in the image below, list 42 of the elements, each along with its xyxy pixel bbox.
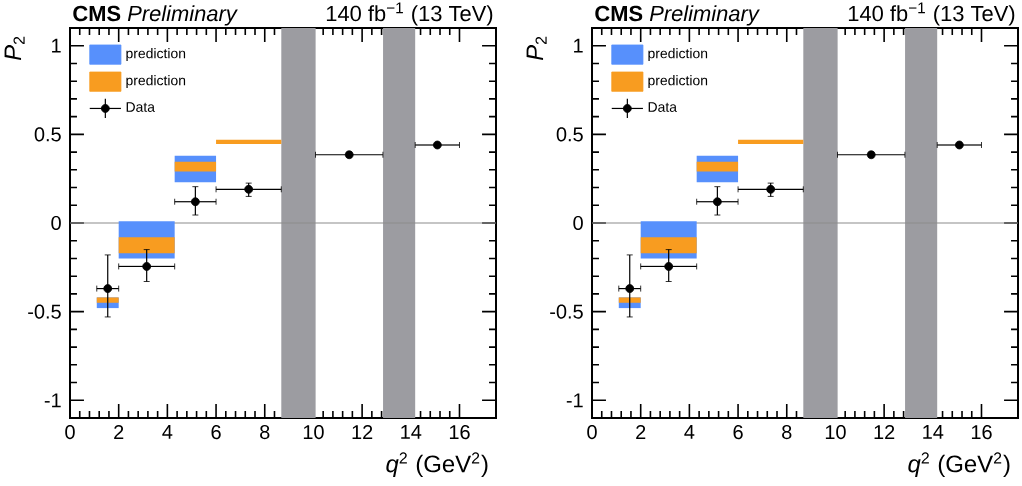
x-tick-label: 10 <box>303 425 324 440</box>
y-axis-title: P$_{2}$ <box>4 36 25 61</box>
y-tick-label: -0.5 <box>550 304 583 319</box>
y-axis-title: P$_{2}$ <box>526 36 547 61</box>
y-tick-label: -0.5 <box>28 304 61 319</box>
legend-label: prediction <box>126 48 186 62</box>
legend-label: Data <box>126 102 155 112</box>
chart-title: CMS Preliminary <box>73 5 238 26</box>
legend-label: prediction <box>648 48 708 62</box>
y-tick-label: 1 <box>52 38 61 53</box>
legend-label: prediction <box>126 75 186 89</box>
chart-subtitle: 140 fb$^{−1}$ (13 TeV) <box>326 2 493 26</box>
chart-subtitle: 140 fb$^{−1}$ (13 TeV) <box>848 2 1015 26</box>
y-tick-label: 0.5 <box>34 127 61 142</box>
x-tick-label: 2 <box>636 425 646 439</box>
x-tick-label: 4 <box>162 425 173 439</box>
y-tick-label: -1 <box>566 393 583 408</box>
x-tick-label: 8 <box>260 425 270 440</box>
chart-title: CMS Preliminary <box>595 5 760 26</box>
x-tick-label: 0 <box>65 425 75 440</box>
y-tick-label: 0 <box>573 215 583 231</box>
y-tick-label: 0 <box>51 215 61 231</box>
x-tick-label: 0 <box>587 425 597 440</box>
x-tick-label: 6 <box>211 425 221 440</box>
x-tick-label: 8 <box>782 425 792 440</box>
x-tick-label: 12 <box>352 425 373 439</box>
x-tick-label: 10 <box>825 425 846 440</box>
legend-label: prediction <box>648 75 708 89</box>
x-tick-label: 6 <box>733 425 743 440</box>
x-tick-label: 2 <box>114 425 124 439</box>
legend-label: Data <box>648 102 677 112</box>
x-tick-label: 14 <box>923 425 944 439</box>
x-axis-title: q$^{2}$ (GeV$^{2}$) <box>386 452 488 478</box>
x-tick-label: 14 <box>401 425 422 439</box>
x-axis-title: q$^{2}$ (GeV$^{2}$) <box>908 452 1010 478</box>
y-tick-label: 0.5 <box>556 127 583 142</box>
x-tick-label: 16 <box>971 425 992 440</box>
x-tick-label: 4 <box>684 425 695 439</box>
y-tick-label: -1 <box>44 393 61 408</box>
y-tick-label: 1 <box>574 38 583 53</box>
x-tick-label: 16 <box>449 425 470 440</box>
x-tick-label: 12 <box>874 425 895 439</box>
